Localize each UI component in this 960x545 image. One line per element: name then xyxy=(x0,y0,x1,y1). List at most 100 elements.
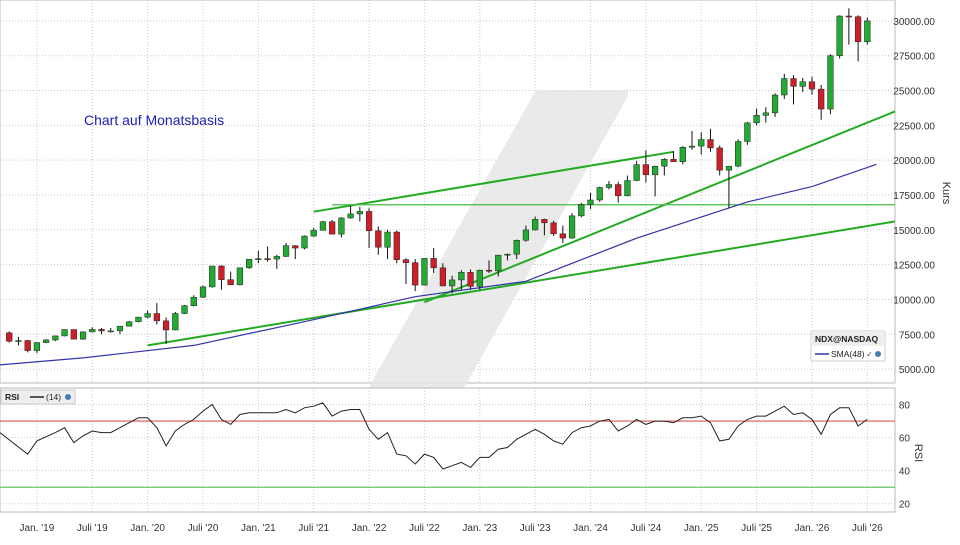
candle-body-down xyxy=(716,147,723,171)
candle-body-down xyxy=(375,230,382,248)
rsi-legend: RSI (14) xyxy=(0,389,76,405)
rsi-line xyxy=(0,402,868,470)
candle xyxy=(264,246,271,262)
candle xyxy=(495,254,502,277)
settings-icon[interactable] xyxy=(65,394,71,400)
candle xyxy=(532,216,539,231)
x-tick-label: Jan. '25 xyxy=(684,523,719,534)
candle-body-up xyxy=(199,286,207,298)
candle xyxy=(421,258,428,286)
candle xyxy=(199,285,207,299)
rsi-y-tick-label: 80 xyxy=(899,401,911,412)
candle xyxy=(292,245,299,260)
candle xyxy=(688,130,696,150)
y-tick-label: 25000.00 xyxy=(893,87,935,98)
candle-body-up xyxy=(384,231,391,248)
candle-body-up xyxy=(43,339,50,343)
y-tick-label: 20000.00 xyxy=(893,156,935,167)
trendlines xyxy=(147,110,896,347)
candle-body-up xyxy=(735,141,742,167)
candle-body-up xyxy=(504,253,511,256)
candle-body-down xyxy=(393,231,400,260)
price-y-axis-label: Kurs xyxy=(940,182,952,205)
candle xyxy=(135,316,142,323)
x-tick-label: Juli '23 xyxy=(520,523,551,534)
candle xyxy=(236,267,244,286)
candle-body-down xyxy=(467,272,474,287)
candle xyxy=(467,269,474,290)
x-tick-label: Juli '22 xyxy=(409,523,440,534)
candle-body-down xyxy=(808,81,816,90)
candle-body-up xyxy=(596,187,603,201)
x-tick-label: Juli '25 xyxy=(741,523,772,534)
candle xyxy=(347,205,354,219)
candle-body-down xyxy=(550,222,557,235)
candle xyxy=(781,73,788,99)
candle xyxy=(33,341,41,354)
candle xyxy=(744,121,751,145)
candle-body-down xyxy=(70,329,77,340)
rsi-legend-title: RSI xyxy=(5,392,19,402)
candle-body-up xyxy=(421,258,428,286)
candle-body-down xyxy=(845,15,852,18)
candle-body-up xyxy=(135,316,142,322)
candle xyxy=(670,151,677,162)
candle xyxy=(568,213,576,239)
candle xyxy=(836,15,843,59)
rsi-y-tick-label: 40 xyxy=(899,467,911,478)
candle-body-down xyxy=(790,78,797,87)
candle-body-up xyxy=(15,340,22,342)
candle xyxy=(771,93,779,117)
candle xyxy=(818,84,825,120)
candle-body-down xyxy=(6,332,13,342)
settings-icon[interactable] xyxy=(875,351,881,357)
candle-body-up xyxy=(61,329,68,337)
candle xyxy=(273,254,280,269)
candle xyxy=(310,227,317,237)
candle xyxy=(458,270,465,290)
candle-body-down xyxy=(430,258,437,269)
candle xyxy=(282,243,290,257)
candle xyxy=(725,165,733,209)
candle xyxy=(762,107,769,123)
candle xyxy=(209,265,216,288)
candle-body-down xyxy=(559,233,566,239)
candle xyxy=(513,239,520,260)
candle xyxy=(319,220,327,231)
candle xyxy=(412,259,419,292)
rsi-y-axis-label: RSI xyxy=(912,444,924,462)
y-tick-label: 15000.00 xyxy=(893,226,935,237)
candle-body-down xyxy=(670,159,677,162)
candle xyxy=(439,263,446,287)
y-tick-label: 30000.00 xyxy=(893,17,935,28)
candle xyxy=(854,15,862,62)
candle-body-up xyxy=(698,139,705,147)
candle xyxy=(402,258,410,285)
rsi-panel: 20 40 60 80 RSI RSI (14) xyxy=(0,387,924,513)
annotation-text: Chart auf Monatsbasis xyxy=(84,112,224,128)
x-tick-label: Juli '24 xyxy=(630,523,661,534)
candle-body-down xyxy=(439,267,446,287)
candle xyxy=(181,305,188,315)
price-panel: Chart auf Monatsbasis 5000.00 7500.00 1000… xyxy=(0,0,952,452)
candle xyxy=(393,230,400,264)
candle-body-down xyxy=(264,258,271,260)
candle-body-up xyxy=(827,55,834,110)
candle xyxy=(338,217,345,238)
candle-body-up xyxy=(771,94,779,114)
candle xyxy=(559,225,566,244)
candle-body-down xyxy=(329,221,336,235)
candle xyxy=(476,269,483,290)
candle-body-up xyxy=(651,165,659,176)
candle-body-up xyxy=(338,217,345,235)
candle xyxy=(642,150,649,183)
candle xyxy=(541,218,548,236)
candle-body-up xyxy=(578,204,585,217)
x-tick-label: Juli '21 xyxy=(298,523,329,534)
rsi-gridlines xyxy=(0,388,895,512)
y-tick-label: 10000.00 xyxy=(893,295,935,306)
price-legend: NDX@NASDAQ SMA(48) ✓ xyxy=(810,330,886,362)
candle xyxy=(356,206,363,222)
candle-body-up xyxy=(89,329,96,333)
candle xyxy=(162,317,170,345)
